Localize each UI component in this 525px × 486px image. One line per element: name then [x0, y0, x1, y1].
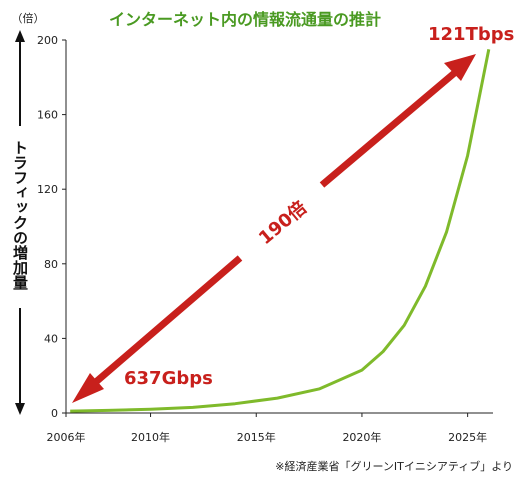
- axes: [62, 39, 493, 417]
- y-tick-label: 160: [37, 109, 58, 122]
- x-tick-label: 2010年: [131, 430, 170, 444]
- y-label-arrowhead-up: [15, 30, 25, 42]
- y-tick-label: 120: [37, 183, 58, 196]
- growth-arrow: 190倍: [72, 54, 476, 403]
- y-axis-label: トラフィックの増加量: [11, 140, 29, 290]
- series-line: [70, 49, 491, 413]
- y-tick-label: 200: [37, 34, 58, 47]
- y-tick-label: 40: [44, 332, 58, 345]
- x-tick-label: 2025年: [448, 430, 487, 444]
- x-tick-label: 2020年: [342, 430, 381, 444]
- series-layer: [70, 49, 491, 413]
- y-tick-label: 0: [51, 407, 58, 420]
- chart-title: インターネット内の情報流通量の推計: [109, 10, 381, 29]
- x-tick-label: 2006年: [47, 430, 86, 444]
- growth-ratio-label: 190倍: [254, 196, 311, 249]
- start-value-label: 637Gbps: [124, 368, 213, 389]
- y-axis-label-group: トラフィックの増加量: [11, 30, 29, 415]
- source-note: ※経済産業省「グリーンITイニシアティブ」より: [275, 459, 513, 473]
- x-tick-labels: 2006年 2010年 2015年 2020年 2025年: [47, 430, 488, 444]
- end-value-label: 121Tbps: [428, 24, 514, 45]
- growth-arrowhead-upper: [444, 54, 476, 81]
- growth-arrow-lower-shaft: [87, 255, 243, 390]
- y-tick-label: 80: [44, 258, 58, 271]
- x-tick-label: 2015年: [237, 430, 276, 444]
- y-tick-labels: 0 40 80 120 160 200: [37, 34, 58, 420]
- y-label-arrowhead-down: [15, 403, 25, 415]
- growth-arrowhead-lower: [72, 373, 104, 403]
- growth-arrow-upper-shaft: [319, 67, 461, 188]
- y-unit-label: （倍）: [12, 11, 45, 25]
